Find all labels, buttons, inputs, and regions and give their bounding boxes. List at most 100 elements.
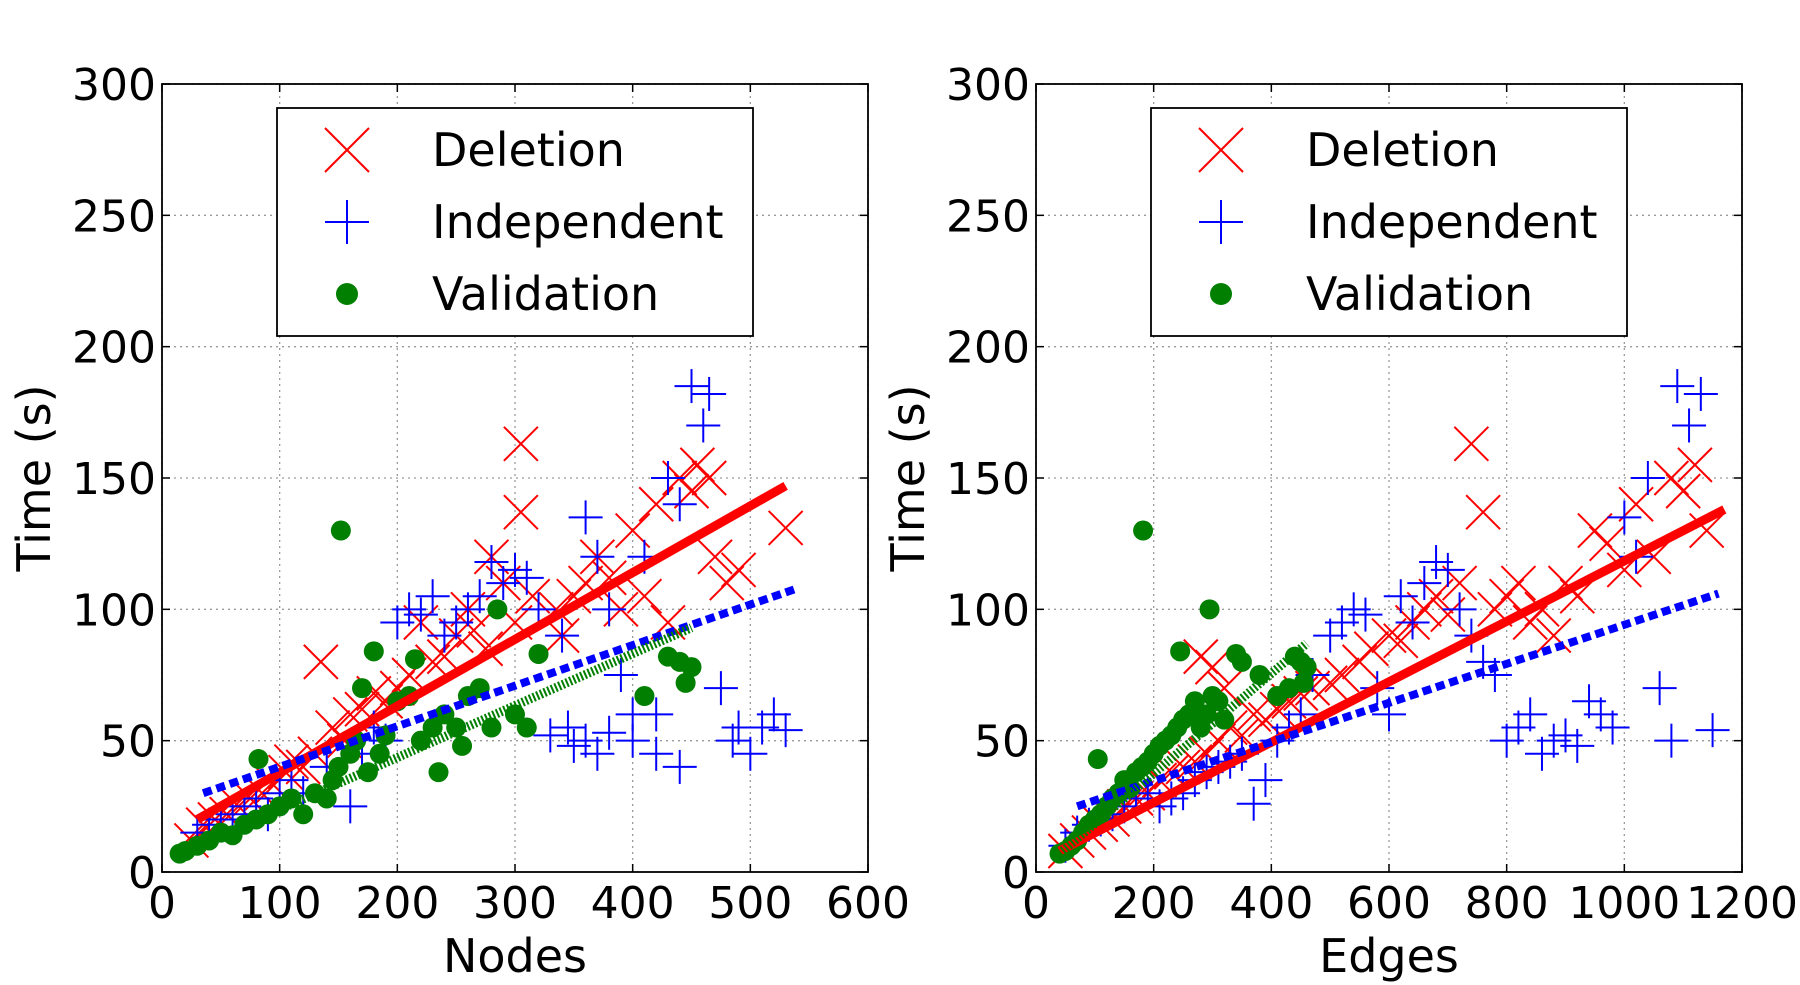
independent-point xyxy=(403,597,438,632)
legend-deletion-marker xyxy=(324,127,370,173)
deletion-point xyxy=(456,612,492,649)
validation-point xyxy=(634,686,655,707)
independent-point xyxy=(545,618,580,653)
validation-point xyxy=(352,678,373,699)
validation-point xyxy=(675,672,696,693)
legend: Deletion Independent Validation xyxy=(276,107,754,337)
legend-validation-marker xyxy=(1210,283,1232,305)
independent-point xyxy=(1654,723,1689,758)
x-tick-label: 400 xyxy=(1229,878,1313,929)
validation-point xyxy=(330,520,351,541)
legend-deletion-label: Deletion xyxy=(432,123,625,177)
x-tick-label: 100 xyxy=(238,878,322,929)
validation-point xyxy=(452,735,473,756)
validation-point xyxy=(316,788,337,809)
x-tick-label: 600 xyxy=(1347,878,1431,929)
validation-point xyxy=(1170,641,1191,662)
y-tick-label: 150 xyxy=(946,454,1030,505)
independent-point xyxy=(1236,786,1271,821)
y-tick-label: 150 xyxy=(72,454,156,505)
independent-point xyxy=(1348,597,1383,632)
validation-point xyxy=(1133,520,1154,541)
y-tick-label: 50 xyxy=(974,717,1030,768)
deletion-point xyxy=(691,460,727,496)
y-tick-label: 100 xyxy=(946,585,1030,636)
independent-point xyxy=(686,408,721,443)
plot-frame xyxy=(1035,83,1743,873)
independent-point xyxy=(333,789,368,824)
validation-fit-line xyxy=(183,623,694,856)
independent-point xyxy=(650,461,685,495)
legend-independent-label: Independent xyxy=(432,195,724,249)
validation-point xyxy=(1296,657,1317,678)
independent-point xyxy=(1630,461,1665,495)
independent-point xyxy=(415,579,450,614)
deletion-point xyxy=(1324,657,1360,693)
independent-point xyxy=(715,723,750,758)
y-axis-label: Time (s) xyxy=(7,384,61,572)
y-tick-label: 250 xyxy=(946,191,1030,242)
independent-point xyxy=(1248,763,1283,798)
deletion-point xyxy=(1665,473,1701,509)
deletion-point xyxy=(1536,617,1572,654)
nodes-chart: 0 100 200 300 400 500 600050100150200250300Nod… xyxy=(7,60,910,983)
validation-point xyxy=(487,599,508,620)
validation-point xyxy=(1184,691,1205,712)
series-validation xyxy=(1049,520,1317,864)
legend-independent-label: Independent xyxy=(1306,195,1598,249)
validation-point xyxy=(1231,651,1252,672)
y-tick-label: 50 xyxy=(100,717,156,768)
independent-point xyxy=(550,710,585,745)
independent-point xyxy=(462,579,497,614)
independent-point xyxy=(1442,592,1477,627)
y-tick-label: 200 xyxy=(946,323,1030,374)
validation-point xyxy=(363,641,384,662)
legend-independent-marker xyxy=(325,200,369,244)
independent-fit-line xyxy=(201,584,799,797)
legend-validation-marker xyxy=(336,283,358,305)
independent-fit-line xyxy=(1075,589,1720,811)
deletion-point xyxy=(720,552,757,588)
x-tick-label: 600 xyxy=(826,878,910,929)
x-axis-label: Nodes xyxy=(443,929,587,983)
edges-chart: 0 200 400 600 800 1000 1200 0 50 100 150 200 250 300 E… xyxy=(881,60,1798,983)
validation-point xyxy=(369,743,390,764)
independent-point xyxy=(1672,408,1707,443)
legend-validation-label: Validation xyxy=(432,267,659,321)
validation-point xyxy=(1214,709,1235,730)
independent-point xyxy=(521,592,556,627)
deletion-point xyxy=(1677,447,1713,483)
deletion-point xyxy=(1500,565,1537,601)
deletion-point xyxy=(1453,426,1490,462)
independent-point xyxy=(533,718,568,753)
independent-point xyxy=(556,728,591,763)
y-tick-label: 300 xyxy=(946,60,1030,111)
deletion-point xyxy=(1371,617,1407,654)
deletion-point xyxy=(1353,631,1390,667)
validation-point xyxy=(422,717,443,738)
y-tick-label: 250 xyxy=(72,191,156,242)
deletion-point xyxy=(503,494,539,530)
legend: Deletion Independent Validation xyxy=(1150,107,1628,337)
x-tick-label: 300 xyxy=(473,878,557,929)
independent-point xyxy=(1383,579,1418,614)
validation-point xyxy=(428,762,449,783)
independent-point xyxy=(662,487,697,522)
independent-point xyxy=(580,539,615,574)
validation-point xyxy=(681,657,702,678)
validation-point xyxy=(1087,749,1108,770)
y-tick-label: 200 xyxy=(72,323,156,374)
independent-point xyxy=(1560,728,1595,763)
deletion-point xyxy=(303,644,339,680)
independent-point xyxy=(580,736,615,771)
y-tick-label: 0 xyxy=(128,848,156,899)
independent-point xyxy=(474,545,509,580)
deletion-point xyxy=(1588,525,1625,562)
deletion-point xyxy=(514,578,551,614)
validation-point xyxy=(1293,672,1314,693)
independent-point xyxy=(603,658,638,692)
deletion-point xyxy=(626,578,663,614)
deletion-point xyxy=(503,426,539,462)
validation-point xyxy=(505,704,525,725)
